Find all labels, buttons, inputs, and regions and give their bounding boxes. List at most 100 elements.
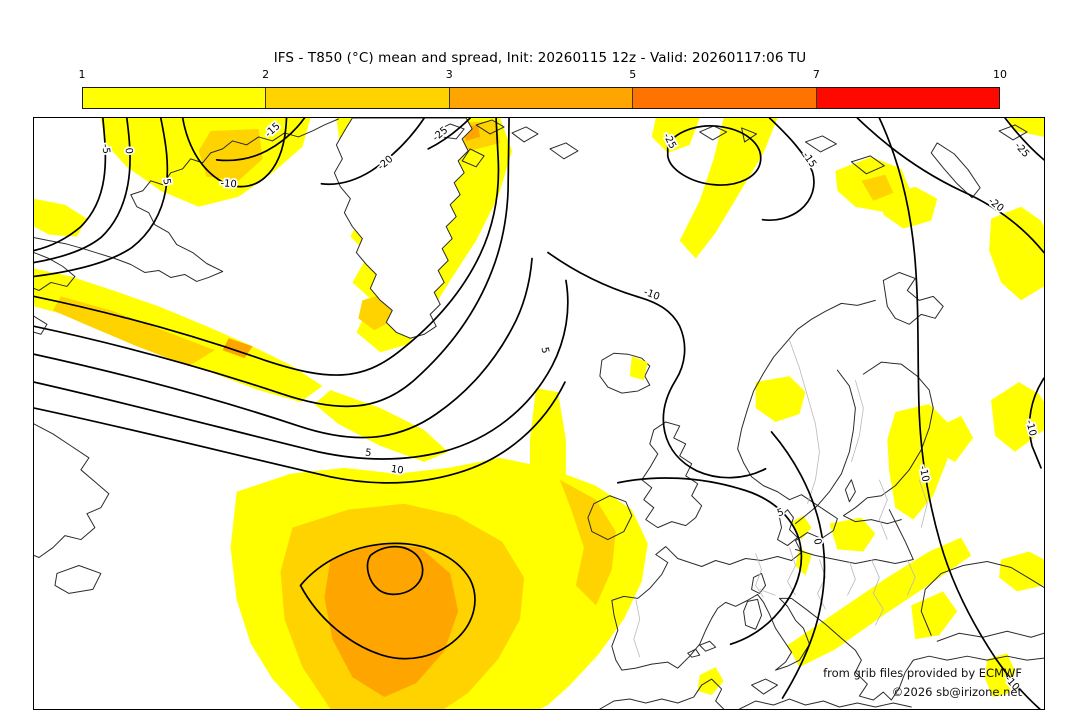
spread-region <box>314 390 449 462</box>
baltic-south-coast <box>794 509 914 564</box>
kola-coast <box>882 271 944 325</box>
contour-line <box>770 431 826 699</box>
colorbar-tick-label: 1 <box>78 68 86 81</box>
contour-line <box>1004 118 1044 161</box>
contour-line <box>761 118 815 221</box>
contour-label: -10 <box>917 465 931 483</box>
country-border <box>755 553 764 598</box>
colorbar-tick-label: 5 <box>629 68 637 81</box>
weather-map-canvas: -5 05 -10-15-20-25 -25-15-20-25-10551050-10… <box>34 118 1044 709</box>
contour-label: 5 <box>539 346 551 354</box>
spread-region <box>34 268 323 403</box>
contour-line <box>299 542 476 660</box>
contour-line <box>34 381 566 484</box>
contour-line <box>856 118 1044 254</box>
contour-line <box>34 257 533 439</box>
spread-region-l2 <box>861 174 894 201</box>
sweden-coast <box>794 369 856 525</box>
contour-label: 5 <box>160 178 172 186</box>
map-frame: -5 0 5 -10 -15 -20 -25 -25 -15 -20 -25 -10 5 5 10 5 0 -10… <box>33 117 1045 710</box>
spread-region <box>1007 118 1044 137</box>
contour-label: -5 <box>99 143 111 154</box>
greenland-west-coast <box>34 237 224 282</box>
country-border <box>759 589 776 596</box>
colorbar-tick-label: 2 <box>262 68 270 81</box>
contour-label: 5 <box>776 507 785 519</box>
country-border <box>918 479 928 528</box>
contour-label: 0 <box>811 537 823 545</box>
country-border <box>789 340 820 504</box>
contour-label: 10 <box>390 464 404 477</box>
contour-label: -25 <box>1012 140 1031 159</box>
spread-region-l3 <box>324 543 459 698</box>
spread-region <box>34 198 87 237</box>
attribution-source: from grib files provided by ECMWF <box>823 666 1022 681</box>
colorbar-segment <box>449 88 634 108</box>
svalbard-islands <box>435 119 579 168</box>
contour-label: 0 <box>123 147 135 154</box>
contour-layer <box>34 118 1044 709</box>
black-sea-south-coast <box>936 630 1044 642</box>
contour-label: 5 <box>364 447 372 459</box>
spread-region <box>829 517 876 552</box>
ireland-coast <box>587 495 633 541</box>
country-border-layer <box>633 340 928 658</box>
country-border <box>870 559 884 626</box>
spread-region <box>935 415 974 462</box>
country-border <box>906 559 916 596</box>
spread-region-l2 <box>559 479 616 606</box>
north-africa-coast <box>739 698 912 709</box>
colorbar-segment <box>266 88 450 108</box>
colorbar-segment <box>83 88 267 108</box>
contour-line <box>34 118 169 278</box>
contour-line <box>320 118 426 186</box>
contour-line <box>215 118 306 162</box>
north-africa-coast <box>599 678 725 709</box>
black-sea-coast <box>920 561 1044 636</box>
spread-region <box>911 591 958 640</box>
spread-region <box>991 382 1044 452</box>
colorbar-tick-label: 3 <box>445 68 453 81</box>
greenland-east-coast <box>130 118 339 272</box>
spread-region <box>985 653 1016 698</box>
page-title: IFS - T850 (°C) mean and spread, Init: 2… <box>273 50 807 66</box>
spread-region <box>530 388 566 562</box>
denmark-coast <box>777 509 798 547</box>
spread-region <box>887 404 950 520</box>
europe-atlantic-med-coast <box>611 546 1044 701</box>
contour-line <box>34 118 510 408</box>
spread-region <box>629 356 648 381</box>
attribution-copyright: ©2026 sb@irizone.net <box>891 685 1022 700</box>
newfoundland-coast <box>54 564 102 594</box>
mediterranean-islands <box>687 479 856 695</box>
contour-line <box>616 477 803 646</box>
colorbar-segment <box>633 88 817 108</box>
norway-coast <box>737 299 876 562</box>
contour-line <box>181 118 288 188</box>
contour-line <box>34 118 131 264</box>
spread-region <box>679 118 778 259</box>
spread-region <box>755 376 806 422</box>
contour-label: -10 <box>642 287 661 303</box>
contour-line <box>366 545 424 596</box>
contour-line <box>34 118 107 252</box>
attribution: from grib files provided by ECMWF ©2026 … <box>823 664 1022 702</box>
spread-region-l2 <box>52 296 215 367</box>
labrador-coast <box>34 423 110 559</box>
colorbar-tick-label: 10 <box>993 68 1007 81</box>
spread-region <box>989 206 1044 301</box>
great-britain-coast <box>641 421 703 529</box>
country-border <box>850 380 864 462</box>
country-border <box>787 547 796 596</box>
spread-region-l2 <box>198 128 263 181</box>
country-border <box>847 561 856 596</box>
contour-line <box>547 251 767 479</box>
finland-coast <box>842 361 934 525</box>
baffin-coast <box>34 315 48 335</box>
colorbar <box>82 87 1000 109</box>
colorbar-tick-label: 7 <box>812 68 820 81</box>
colorbar-segment <box>816 88 1000 108</box>
contour-line <box>666 125 762 186</box>
contour-line <box>34 279 569 460</box>
